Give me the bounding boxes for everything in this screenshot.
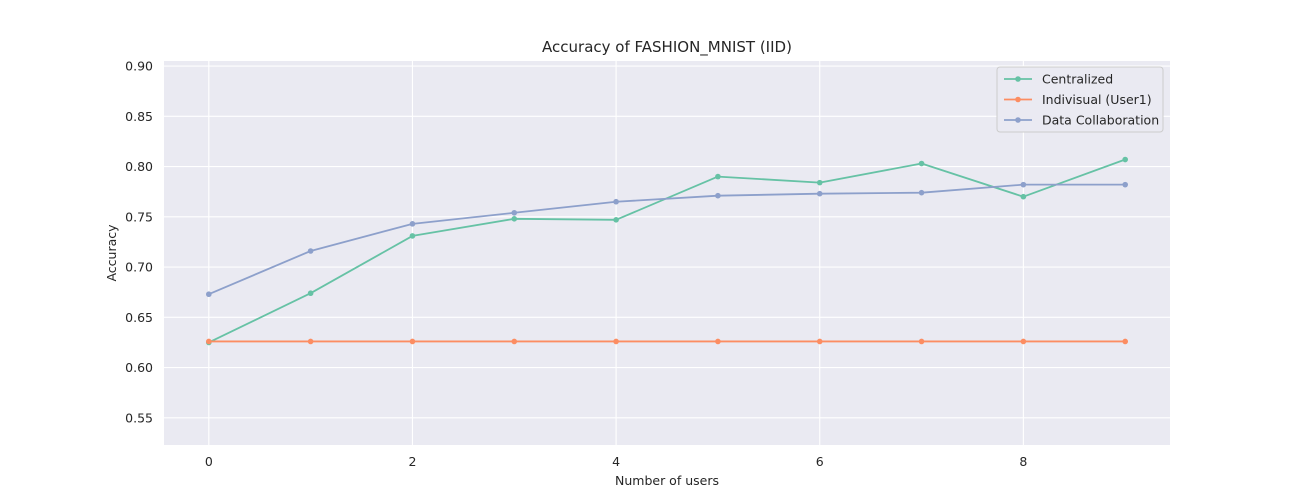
legend-box: [996, 66, 1164, 133]
data-point: [1122, 338, 1128, 345]
data-point: [409, 233, 416, 239]
data-point: [307, 290, 314, 297]
legend-item: Indivisual (User1): [1004, 92, 1152, 107]
y-tick-label: 0.90: [125, 59, 153, 74]
legend-label: Indivisual (User1): [1042, 92, 1152, 107]
y-tick-label: 0.80: [125, 159, 153, 174]
legend-item: Data Collaboration: [1004, 113, 1159, 128]
x-tick-label: 4: [612, 454, 620, 469]
legend-swatch-marker: [1015, 117, 1021, 123]
legend: Centralized Indivisual (User1) Data Collab…: [996, 66, 1164, 133]
data-point: [1020, 193, 1027, 200]
data-point: [918, 189, 925, 196]
y-tick-label: 0.55: [125, 410, 153, 425]
data-point: [1020, 181, 1027, 188]
x-tick-label: 6: [816, 454, 824, 469]
data-point: [206, 291, 212, 298]
legend-swatch-marker: [1015, 96, 1021, 103]
series-line: [208, 183, 1126, 296]
y-tick-label: 0.75: [125, 209, 153, 224]
series-data-collaboration: [206, 181, 1128, 298]
data-point: [816, 190, 823, 197]
data-point: [511, 209, 518, 216]
data-point: [409, 338, 416, 345]
x-tick-label: 0: [205, 454, 213, 469]
x-tick-label: 2: [408, 454, 416, 469]
series-indivisual-user1: [206, 338, 1128, 345]
chart-title: Accuracy of FASHION_MNIST (IID): [542, 38, 792, 57]
data-point: [918, 160, 925, 167]
legend-label: Centralized: [1042, 72, 1113, 87]
series-layer: [206, 156, 1128, 346]
data-point: [1122, 156, 1128, 163]
legend-label: Data Collaboration: [1042, 113, 1159, 128]
data-point: [206, 338, 212, 345]
data-point: [307, 338, 314, 345]
data-point: [613, 198, 619, 205]
data-point: [613, 338, 619, 345]
y-tick-label: 0.65: [125, 310, 153, 325]
y-tick-label: 0.85: [125, 109, 153, 124]
tick-labels: 0 2 4 6 8 0.55 0.60 0.65 0.70 0.75 0.80 0.85 0.90: [125, 59, 1027, 469]
data-point: [715, 192, 721, 199]
data-point: [307, 248, 314, 254]
grid: [164, 61, 1170, 445]
legend-item: Centralized: [1004, 72, 1113, 87]
data-point: [715, 338, 721, 345]
data-point: [816, 179, 823, 186]
data-point: [1020, 338, 1027, 345]
data-point: [715, 173, 721, 180]
data-point: [918, 338, 925, 345]
data-point: [511, 338, 518, 345]
y-axis-label: Accuracy: [104, 224, 119, 282]
x-tick-label: 8: [1019, 454, 1027, 469]
y-tick-label: 0.60: [125, 360, 153, 375]
legend-swatch-marker: [1015, 76, 1021, 82]
data-point: [613, 217, 619, 223]
x-axis-label: Number of users: [615, 473, 719, 488]
data-point: [816, 338, 823, 345]
y-tick-label: 0.70: [125, 260, 153, 275]
data-point: [409, 221, 416, 227]
data-point: [511, 216, 518, 222]
data-point: [1122, 181, 1128, 188]
